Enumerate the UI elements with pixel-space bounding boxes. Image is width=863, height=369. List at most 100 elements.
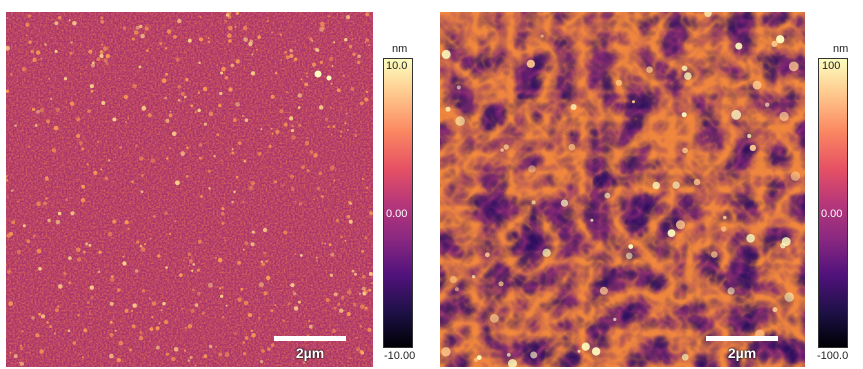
afm-speckle: [162, 302, 166, 306]
afm-speckle: [194, 303, 199, 307]
afm-speckle: [271, 343, 275, 347]
afm-speckle: [190, 308, 195, 313]
afm-speckle: [187, 324, 193, 329]
afm-fiber-junction: [681, 353, 689, 361]
afm-speckle: [303, 361, 306, 364]
afm-speckle: [257, 35, 262, 39]
afm-speckle: [87, 109, 91, 113]
afm-speckle: [240, 287, 244, 291]
afm-speckle: [198, 239, 202, 244]
afm-speckle: [351, 37, 354, 40]
afm-speckle: [107, 231, 113, 237]
afm-speckle: [196, 268, 200, 272]
afm-speckle: [251, 53, 254, 56]
afm-speckle: [265, 260, 269, 263]
afm-speckle: [224, 352, 230, 358]
afm-speckle: [55, 107, 60, 113]
afm-fiber-junction: [675, 220, 686, 230]
afm-speckle: [100, 16, 104, 20]
afm-fiber-junction: [613, 317, 617, 321]
afm-speckle: [225, 304, 228, 307]
afm-speckle: [220, 159, 223, 161]
afm-speckle: [175, 57, 180, 62]
afm-speckle: [117, 288, 121, 292]
afm-fiber-junction: [615, 79, 622, 86]
afm-speckle: [168, 232, 172, 236]
colorbar-right: [818, 58, 848, 348]
afm-speckle: [345, 15, 351, 20]
afm-speckle: [339, 135, 342, 138]
afm-speckle: [237, 297, 242, 302]
afm-speckle: [86, 300, 90, 304]
afm-fiber-junction: [765, 102, 770, 107]
afm-speckle: [85, 242, 89, 246]
afm-speckle: [207, 37, 210, 40]
afm-speckle: [177, 84, 182, 89]
afm-speckle: [140, 190, 144, 194]
afm-fiber-junction: [731, 109, 742, 120]
afm-fiber-junction: [772, 307, 778, 313]
afm-speckle: [335, 218, 340, 223]
colorbar-unit-left: nm: [392, 43, 408, 55]
afm-speckle: [40, 314, 46, 319]
afm-speckle: [139, 24, 143, 29]
afm-fiber-junction: [568, 143, 576, 151]
afm-speckle: [96, 140, 100, 143]
afm-speckle: [292, 290, 295, 293]
afm-speckle: [149, 327, 154, 332]
afm-speckle: [290, 129, 295, 133]
afm-fiber-junction: [508, 359, 517, 367]
afm-fiber-junction: [445, 106, 451, 112]
afm-speckle: [356, 60, 361, 65]
colorbar-max-right: 100: [822, 60, 841, 72]
afm-speckle: [203, 122, 207, 126]
afm-image-right: 2µm: [440, 12, 805, 367]
afm-fiber-junction: [721, 226, 727, 232]
afm-speckle: [28, 40, 32, 44]
afm-speckle: [164, 211, 168, 215]
afm-speckle: [46, 119, 51, 124]
afm-speckle: [54, 49, 58, 53]
afm-speckle: [75, 133, 81, 139]
afm-speckle: [99, 53, 104, 59]
afm-speckle: [308, 324, 313, 329]
afm-speckle: [228, 39, 232, 43]
afm-speckle: [184, 95, 187, 99]
afm-speckle: [350, 87, 355, 91]
afm-speckle: [140, 173, 144, 177]
afm-speckle: [72, 21, 77, 26]
afm-speckle: [140, 247, 146, 252]
afm-fiber-junction: [681, 65, 688, 72]
afm-speckle: [358, 292, 361, 295]
afm-speckle: [298, 300, 301, 304]
afm-speckle: [183, 259, 185, 262]
afm-speckle: [261, 262, 265, 266]
afm-speckle: [294, 57, 298, 61]
afm-speckle: [47, 218, 51, 223]
afm-speckle: [68, 281, 71, 285]
afm-speckle: [292, 358, 295, 360]
afm-speckle: [58, 284, 63, 289]
afm-speckle: [34, 124, 38, 127]
afm-speckle: [88, 243, 92, 247]
afm-speckle: [230, 63, 235, 68]
afm-speckle: [235, 102, 240, 107]
afm-fiber-junction: [526, 59, 535, 68]
afm-speckle: [298, 123, 302, 128]
afm-fiber-junction: [454, 287, 459, 292]
afm-speckle: [135, 144, 138, 147]
afm-speckle: [207, 169, 211, 173]
afm-speckle: [82, 250, 86, 254]
afm-speckle: [16, 200, 19, 203]
afm-speckle: [199, 143, 203, 147]
afm-speckle: [301, 165, 305, 169]
afm-speckle: [79, 73, 82, 75]
afm-speckle: [349, 357, 351, 360]
afm-speckle: [333, 292, 338, 297]
afm-speckle: [227, 33, 232, 38]
afm-fiber-junction: [704, 12, 712, 18]
afm-speckle: [315, 256, 318, 259]
afm-fiber-junction: [727, 287, 735, 295]
afm-speckle: [306, 169, 310, 173]
afm-speckle: [243, 300, 249, 306]
